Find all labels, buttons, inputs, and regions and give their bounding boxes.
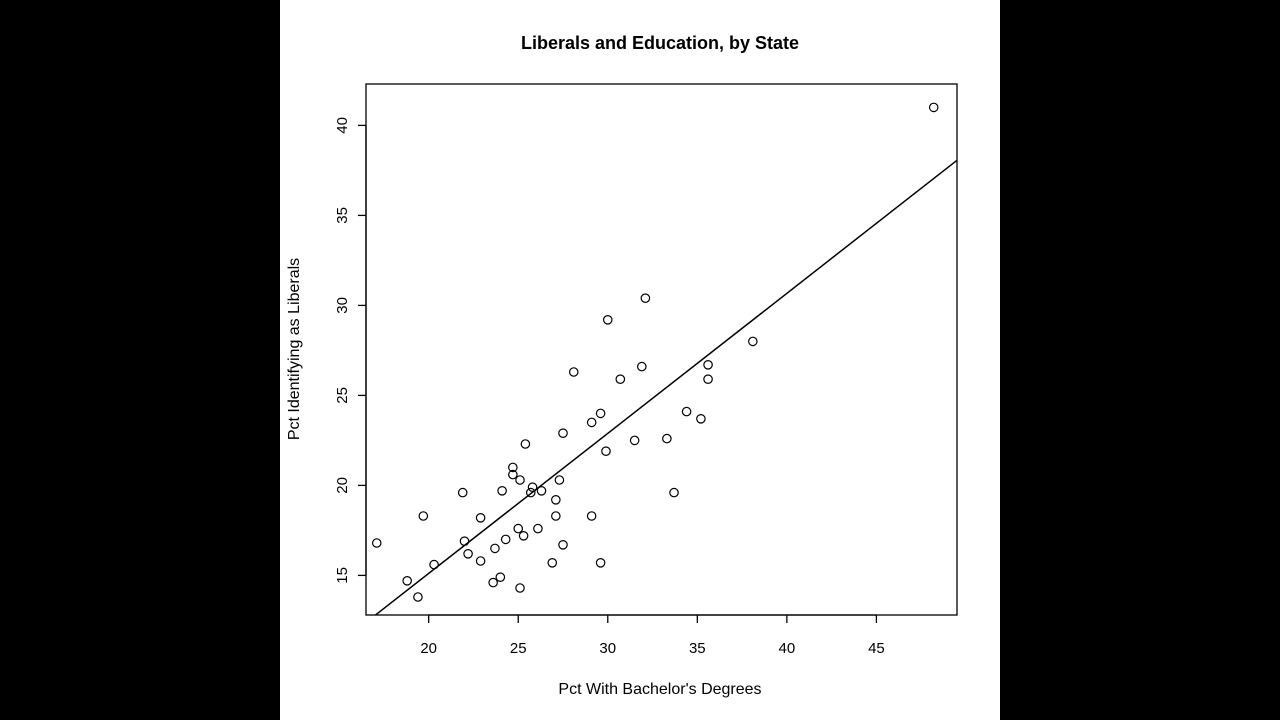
- data-point: [500, 534, 511, 545]
- data-point: [601, 446, 611, 456]
- x-axis: 20 25 30 35 40 45: [420, 614, 885, 657]
- data-point: [595, 557, 606, 568]
- data-point: [568, 367, 579, 377]
- data-point: [429, 559, 439, 570]
- y-tick-label: 40: [334, 117, 351, 134]
- data-point: [457, 487, 468, 498]
- data-point: [669, 487, 679, 498]
- data-point: [554, 475, 565, 485]
- data-point: [518, 530, 529, 541]
- data-point: [495, 572, 506, 582]
- points-layer: [371, 102, 939, 602]
- data-point: [558, 539, 568, 550]
- x-tick-label: 45: [868, 640, 885, 657]
- data-point: [508, 469, 518, 480]
- regression-line: [375, 159, 958, 616]
- y-axis-title: Pct Identifying as Liberals: [286, 258, 303, 440]
- data-point: [602, 314, 613, 325]
- data-point: [547, 557, 558, 568]
- data-point: [703, 359, 713, 370]
- x-axis-title: Pct With Bachelor's Degrees: [558, 681, 761, 698]
- data-point: [629, 435, 640, 446]
- data-point: [636, 361, 647, 372]
- x-tick-label: 20: [420, 640, 437, 657]
- scatter-chart: Liberals and Education, by State Pct Wit…: [286, 33, 958, 698]
- y-axis: 15 20 25 30 35 40: [334, 117, 367, 584]
- data-point: [513, 523, 524, 534]
- x-tick-label: 35: [689, 640, 706, 657]
- y-tick-label: 25: [334, 387, 351, 404]
- data-point: [928, 102, 939, 113]
- x-tick-label: 25: [510, 640, 527, 657]
- plot-panel: Liberals and Education, by State Pct Wit…: [280, 0, 1000, 720]
- data-point: [463, 548, 473, 559]
- data-point: [515, 475, 525, 485]
- data-point: [475, 556, 486, 566]
- data-point: [696, 413, 706, 424]
- data-point: [640, 293, 651, 303]
- data-point: [418, 511, 429, 521]
- data-point: [520, 439, 531, 449]
- data-point: [533, 523, 543, 534]
- y-tick-label: 20: [334, 477, 351, 494]
- regression-layer: [375, 159, 958, 616]
- data-point: [459, 536, 470, 546]
- data-point: [595, 408, 606, 419]
- y-tick-label: 30: [334, 297, 351, 314]
- data-point: [615, 374, 626, 384]
- y-tick-label: 35: [334, 207, 351, 224]
- data-point: [586, 417, 597, 428]
- data-point: [371, 538, 382, 548]
- data-point: [497, 485, 507, 496]
- data-point: [527, 482, 538, 492]
- plot-frame: [365, 83, 958, 616]
- y-tick-label: 15: [334, 567, 351, 584]
- data-point: [525, 487, 536, 498]
- data-point: [703, 374, 713, 384]
- data-point: [558, 428, 568, 438]
- data-point: [586, 511, 597, 521]
- data-point: [662, 433, 672, 444]
- data-point: [551, 511, 561, 521]
- chart-title: Liberals and Education, by State: [521, 33, 799, 53]
- right-letterbox: [1000, 0, 1280, 720]
- data-point: [681, 406, 692, 417]
- data-point: [475, 512, 486, 523]
- x-tick-label: 30: [599, 640, 616, 657]
- data-point: [508, 462, 518, 473]
- data-point: [413, 592, 423, 602]
- data-point: [551, 494, 561, 505]
- x-tick-label: 40: [779, 640, 796, 657]
- data-point: [515, 583, 525, 593]
- data-point: [488, 577, 498, 588]
- data-point: [536, 485, 547, 496]
- data-point: [402, 575, 412, 586]
- data-point: [490, 543, 500, 554]
- data-point: [748, 336, 758, 347]
- left-letterbox: [0, 0, 280, 720]
